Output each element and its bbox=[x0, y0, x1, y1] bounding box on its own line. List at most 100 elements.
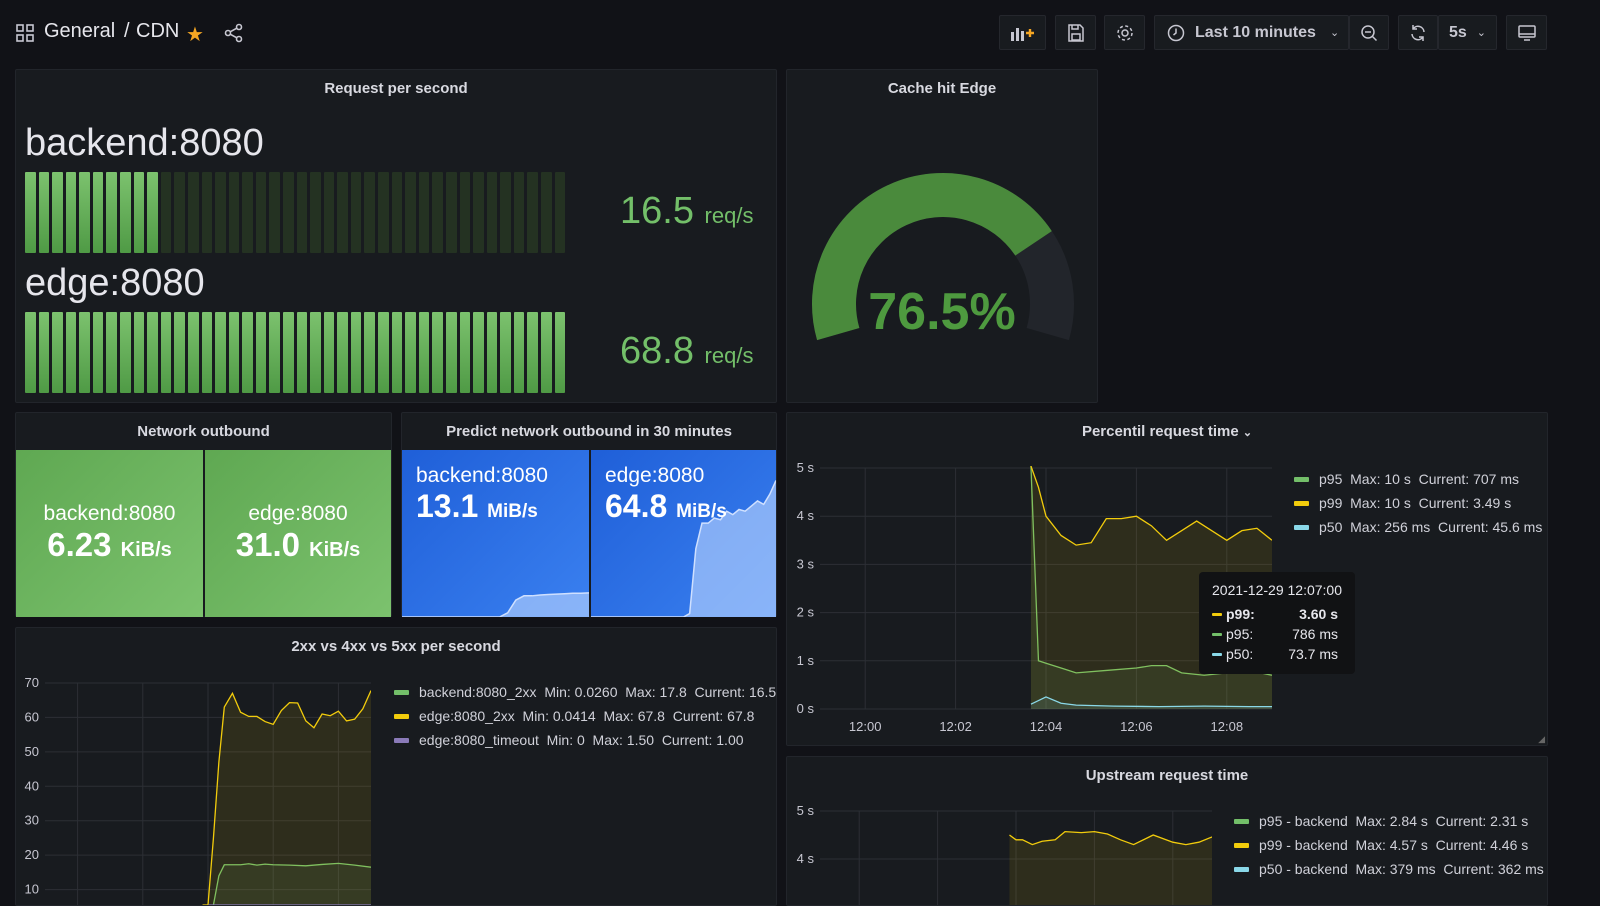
legend-item[interactable]: edge:8080_timeout Min: 0 Max: 1.50 Curre… bbox=[394, 728, 776, 752]
breadcrumb-folder[interactable]: General bbox=[44, 20, 116, 42]
unit: req/s bbox=[704, 343, 754, 368]
legend: backend:8080_2xx Min: 0.0260 Max: 17.8 C… bbox=[394, 680, 776, 752]
legend-item[interactable]: backend:8080_2xx Min: 0.0260 Max: 17.8 C… bbox=[394, 680, 776, 704]
legend-item[interactable]: p95 Max: 10 s Current: 707 ms bbox=[1294, 467, 1542, 491]
bar-gauge-cell bbox=[174, 172, 185, 253]
tooltip-swatch bbox=[1212, 612, 1222, 616]
legend-item[interactable]: p50 - backend Max: 379 ms Current: 362 m… bbox=[1234, 857, 1544, 881]
value: 16.5 bbox=[620, 190, 694, 232]
time-range-label: Last 10 minutes bbox=[1195, 23, 1316, 41]
x-tick-label: 12:04 bbox=[1030, 719, 1063, 734]
bar-gauge-cell bbox=[133, 312, 145, 393]
series-line-edge:8080_2xx bbox=[202, 690, 371, 905]
bar-gauge-cell bbox=[160, 172, 172, 253]
bar-gauge-value: 16.5 req/s bbox=[620, 190, 753, 233]
bar-gauge-cell bbox=[282, 312, 294, 393]
bar-gauge-cell bbox=[242, 312, 253, 393]
legend-swatch bbox=[394, 689, 409, 695]
bar-gauge-cell bbox=[500, 312, 511, 393]
y-tick-label: 20 bbox=[25, 847, 39, 862]
legend-label: edge:8080_2xx Min: 0.0414 Max: 67.8 Curr… bbox=[419, 708, 755, 724]
bar-gauge-cell bbox=[282, 172, 294, 253]
bar-gauge-cell bbox=[92, 172, 104, 253]
tooltip-swatch bbox=[1212, 632, 1222, 636]
panel-title[interactable]: Percentil request time ⌄ bbox=[787, 423, 1547, 440]
save-icon bbox=[1067, 23, 1084, 42]
resize-handle[interactable]: ◢ bbox=[1538, 734, 1545, 744]
bar-gauge-cell bbox=[391, 172, 403, 253]
bar-gauge-cell bbox=[418, 312, 430, 393]
series-area bbox=[1009, 831, 1212, 905]
bar-gauge-cell bbox=[310, 172, 321, 253]
y-tick-label: 70 bbox=[25, 675, 39, 690]
y-tick-label: 50 bbox=[25, 744, 39, 759]
bar-gauge-cell bbox=[106, 312, 118, 393]
bar-gauge-cell bbox=[540, 172, 552, 253]
legend-label: p95 Max: 10 s Current: 707 ms bbox=[1319, 471, 1519, 487]
legend-item[interactable]: edge:8080_2xx Min: 0.0414 Max: 67.8 Curr… bbox=[394, 704, 776, 728]
chart-tooltip: 2021-12-29 12:07:00 p99: 3.60 s p95: 786 ms… bbox=[1199, 572, 1355, 674]
tooltip-swatch bbox=[1212, 652, 1222, 656]
bar-gauge-cell bbox=[513, 172, 525, 253]
bar-gauge-cell bbox=[323, 172, 335, 253]
tv-mode-button[interactable] bbox=[1506, 15, 1547, 50]
legend-item[interactable]: p99 - backend Max: 4.57 s Current: 4.46 … bbox=[1234, 833, 1544, 857]
tv-mode-icon bbox=[1517, 24, 1536, 41]
legend-item[interactable]: p95 - backend Max: 2.84 s Current: 2.31 … bbox=[1234, 809, 1544, 833]
chevron-down-icon: ⌄ bbox=[1476, 27, 1486, 39]
bar-gauge-cell bbox=[486, 172, 498, 253]
bar-gauge-cell bbox=[554, 172, 566, 253]
bar-gauge-cell bbox=[364, 312, 376, 393]
series-line-p50 bbox=[1030, 696, 1272, 708]
bar-gauge-cell bbox=[296, 172, 308, 253]
apps-icon[interactable] bbox=[16, 24, 34, 47]
bar-gauge-cell bbox=[296, 312, 308, 393]
share-icon[interactable] bbox=[224, 23, 244, 48]
legend-swatch bbox=[394, 737, 409, 743]
bar-gauge-cell bbox=[459, 312, 471, 393]
bar-gauge-cell bbox=[418, 172, 430, 253]
add-panel-icon bbox=[1010, 27, 1034, 41]
star-icon[interactable]: ★ bbox=[186, 24, 204, 46]
stat-value: 13.1 MiB/s bbox=[416, 488, 589, 525]
legend-label: p95 - backend Max: 2.84 s Current: 2.31 … bbox=[1259, 813, 1529, 829]
dashboard-title[interactable]: CDN bbox=[136, 20, 180, 42]
bar-gauge-cell bbox=[92, 312, 104, 393]
series-area bbox=[213, 863, 371, 905]
bar-gauge-cell bbox=[215, 312, 226, 393]
series-line-p99 bbox=[1030, 466, 1272, 546]
series-area bbox=[202, 690, 371, 905]
clock-icon bbox=[1167, 24, 1185, 41]
bar-gauge-label: backend:8080 bbox=[25, 122, 264, 164]
bar-gauge-cell bbox=[269, 172, 280, 253]
bar-gauge-cell bbox=[160, 312, 172, 393]
dashboard-settings-button[interactable] bbox=[1104, 15, 1145, 50]
refresh-button[interactable] bbox=[1398, 15, 1438, 50]
stat-value: 31.0 KiB/s bbox=[205, 526, 391, 564]
save-dashboard-button[interactable] bbox=[1055, 15, 1096, 50]
bar-gauge-cell bbox=[350, 312, 362, 393]
refresh-interval-picker[interactable]: 5s ⌄ bbox=[1438, 15, 1497, 50]
stat-backend: backend:8080 13.1 MiB/s bbox=[402, 450, 589, 617]
legend-item[interactable]: p99 Max: 10 s Current: 3.49 s bbox=[1294, 491, 1542, 515]
legend-label: p99 - backend Max: 4.57 s Current: 4.46 … bbox=[1259, 837, 1529, 853]
bar-gauge-cell bbox=[486, 312, 498, 393]
bar-gauge-cell bbox=[527, 172, 538, 253]
legend-swatch bbox=[1294, 500, 1309, 506]
bar-gauge-cell bbox=[405, 312, 416, 393]
panel-cache-hit-edge: Cache hit Edge 76.5% bbox=[786, 69, 1098, 403]
bar-gauge-cell bbox=[38, 312, 50, 393]
settings-icon bbox=[1116, 24, 1133, 41]
stat-backend: backend:8080 6.23 KiB/s bbox=[16, 450, 203, 617]
zoom-out-button[interactable] bbox=[1349, 15, 1389, 50]
unit: MiB/s bbox=[487, 501, 538, 522]
legend-item[interactable]: p50 Max: 256 ms Current: 45.6 ms bbox=[1294, 515, 1542, 539]
tooltip-row: p95: 786 ms bbox=[1212, 624, 1342, 644]
panel-title: Request per second bbox=[324, 80, 468, 97]
legend-swatch bbox=[1234, 866, 1249, 872]
time-picker-button[interactable]: Last 10 minutes ⌄ bbox=[1154, 15, 1349, 50]
bar-gauge-cell bbox=[255, 312, 267, 393]
add-panel-button[interactable] bbox=[999, 15, 1046, 50]
panel-title: Predict network outbound in 30 minutes bbox=[446, 423, 732, 440]
unit: KiB/s bbox=[120, 539, 172, 561]
